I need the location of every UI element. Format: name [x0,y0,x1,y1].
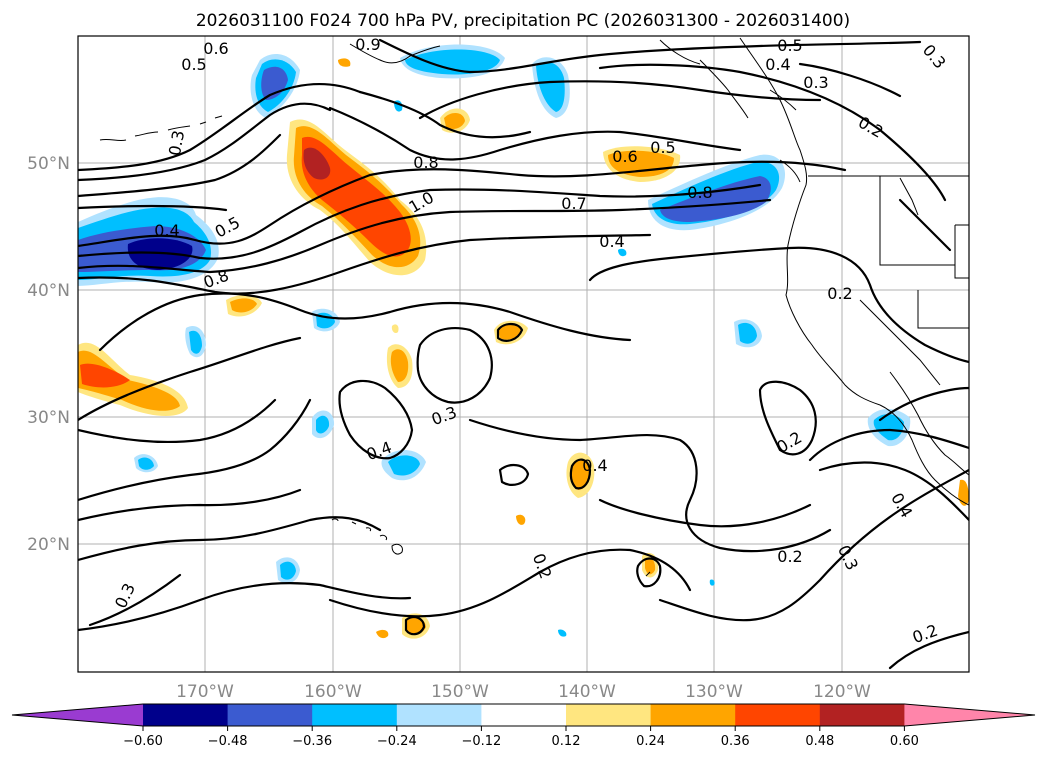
colorbar: −0.60 −0.48 −0.36 −0.24 −0.12 0.12 0.24 0.36 0.4… [11,703,1036,749]
lat-label: 40°N [27,281,70,301]
lat-label: 50°N [27,154,70,174]
contour-label: 0.6 [203,39,228,58]
map-frame [77,35,970,673]
contour-label: 0.5 [650,138,675,157]
lat-label: 20°N [27,535,70,555]
map-background [78,36,969,672]
colorbar-segment [566,704,652,726]
lon-label: 130°W [685,682,743,702]
longitude-labels: 170°W 160°W 150°W 140°W 130°W 120°W [176,682,871,702]
colorbar-segment [312,704,398,726]
contour-label: 0.5 [777,36,802,55]
lon-label: 170°W [176,682,234,702]
colorbar-tick-label: 0.24 [636,734,665,749]
coastlines [99,37,969,577]
colorbar-tick-label: −0.60 [123,734,163,749]
colorbar-tick-label: −0.24 [377,734,417,749]
contour-label: 0.6 [612,147,637,166]
pv-contours [78,38,969,670]
contour-label: 0.2 [827,284,852,303]
contour-label: 0.3 [803,73,828,92]
lon-label: 120°W [813,682,871,702]
colorbar-tick-label: 0.12 [552,734,581,749]
colorbar-tick-label: −0.36 [292,734,332,749]
contour-label: 0.4 [765,55,790,74]
lon-label: 140°W [558,682,616,702]
colorbar-tick-label: 0.60 [890,734,919,749]
map-content: 0.6 0.5 0.3 0.4 0.8 1.0 0.5 0.8 0.7 0.4 … [78,35,969,672]
colorbar-segment [650,704,736,726]
contour-label: 0.4 [582,456,607,475]
contour-label: 0.9 [355,35,380,54]
colorbar-segment [227,704,313,726]
lon-label: 160°W [304,682,362,702]
contour-label: 0.4 [154,221,179,240]
colorbar-segment [735,704,821,726]
colorbar-tick-label: −0.48 [208,734,248,749]
colorbar-tick-label: 0.36 [721,734,750,749]
contour-label: 0.4 [599,232,624,251]
colorbar-segment [143,704,229,726]
colorbar-tick-label: 0.48 [805,734,834,749]
contour-label: 0.3 [165,129,188,157]
colorbar-tick-label: −0.12 [461,734,501,749]
colorbar-extend-low [12,704,143,726]
precip-negative-shading [78,44,911,637]
contour-label: 0.8 [413,153,438,172]
contour-label: 0.7 [561,194,586,213]
map-panel: 0.6 0.5 0.3 0.4 0.8 1.0 0.5 0.8 0.7 0.4 … [77,35,970,673]
latitude-labels: 50°N 40°N 30°N 20°N [27,154,70,555]
lat-label: 30°N [27,408,70,428]
lon-label: 150°W [431,682,489,702]
colorbar-extend-high [904,704,1035,726]
colorbar-segment [819,704,905,726]
colorbar-segment [396,704,482,726]
colorbar-segment [481,704,567,726]
contour-label: 0.8 [687,183,712,202]
precip-positive-shading [78,58,969,639]
contour-label: 0.2 [777,547,802,566]
contour-label: 0.5 [181,55,206,74]
figure-title: 2026031100 F024 700 hPa PV, precipitatio… [196,11,850,31]
